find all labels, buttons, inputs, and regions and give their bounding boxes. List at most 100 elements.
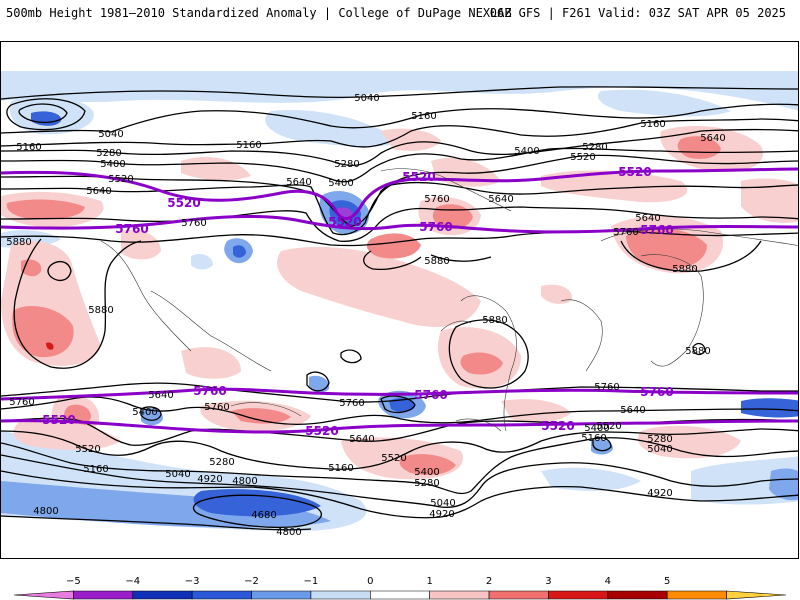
height-contour-label: 5880 [88,305,113,316]
height-contour-label: 5880 [672,264,697,275]
height-contour-label: 5640 [488,194,513,205]
height-contour-label: 5520 [570,152,595,163]
height-contour-label: 5160 [236,140,261,151]
height-contour-label: 5040 [98,129,123,140]
colorbar-tick-label: −1 [304,576,319,587]
colorbar-tick-label: 0 [367,576,373,587]
map-title: 500mb Height 1981–2010 Standardized Anom… [6,6,512,20]
height-contour-label: 5760 [424,194,449,205]
highlighted-contour-label: 5520 [541,419,574,433]
negative-anomaly-fill [1,71,798,531]
height-contour-label: 4920 [429,509,454,520]
anomaly-colorbar: −5 −4 −3 −2 −1 0 1 2 3 4 5 [13,576,787,600]
height-contour-label: 5400 [584,423,609,434]
height-contour-label: 5040 [647,444,672,455]
height-contour-label: 5640 [286,177,311,188]
anomaly-map: 5040 5040 5160 5160 5160 5160 5280 5280 5280 5400… [0,41,799,559]
highlighted-contour-label: 5760 [414,388,447,402]
height-contour-label: 5040 [430,498,455,509]
height-contour-label: 5520 [108,174,133,185]
colorbar-segment [429,590,490,600]
highlighted-contour-label: 5760 [640,223,673,237]
colorbar-segment [488,590,549,600]
height-contour-label: 5880 [6,237,31,248]
highlighted-contour-label: 5520 [42,413,75,427]
height-contour-label: 5160 [581,433,606,444]
height-contour-label: 5880 [482,315,507,326]
colorbar-segment [726,590,787,600]
colorbar-segment [13,590,74,600]
highlighted-contour-label: 5760 [193,384,226,398]
colorbar-tick-label: −2 [244,576,259,587]
colorbar-segment [191,590,252,600]
height-contour-label: 5520 [381,453,406,464]
colorbar-segment [73,590,134,600]
height-contour-label: 4800 [232,476,257,487]
height-contour-label: 4920 [197,474,222,485]
height-contours [1,86,798,531]
height-contour-label: 5160 [16,142,41,153]
height-contour-label: 5520 [75,444,100,455]
height-contour-label: 4800 [33,506,58,517]
colorbar-segment [310,590,371,600]
height-contour-label: 5160 [83,464,108,475]
height-contour-label: 5640 [86,186,111,197]
highlighted-contours [1,167,798,434]
colorbar-tick-label: 4 [605,576,611,587]
colorbar-tick-label: 5 [664,576,670,587]
colorbar-segment [132,590,193,600]
height-contour-label: 5160 [411,111,436,122]
colorbar-tick-label: 1 [427,576,433,587]
highlighted-contour-label: 5760 [640,385,673,399]
height-contour-label: 5760 [204,402,229,413]
height-contour-label: 5040 [165,469,190,480]
colorbar-segment [548,590,609,600]
coastlines [100,168,798,432]
height-contour-label: 5280 [414,478,439,489]
highlighted-contour-label: 5520 [305,424,338,438]
colorbar-tick-label: −4 [125,576,140,587]
height-contour-label: 5280 [209,457,234,468]
height-contour-label: 5520 [596,421,621,432]
colorbar-tick-label: −5 [66,576,81,587]
height-contour-label: 5040 [354,93,379,104]
height-contour-label: 5640 [620,405,645,416]
height-contour-label: 5400 [514,146,539,157]
height-contour-label: 4920 [647,488,672,499]
height-contour-label: 5760 [594,382,619,393]
height-contour-label: 5160 [328,463,353,474]
height-contour-label: 5760 [613,227,638,238]
colorbar-segment [607,590,668,600]
colorbar-tick-label: 2 [486,576,492,587]
height-contour-label: 5760 [9,397,34,408]
highlighted-contour-label: 5760 [419,220,452,234]
highlighted-contour-label: 5760 [115,222,148,236]
colorbar-segment [666,590,727,600]
height-contour-label: 5400 [100,159,125,170]
model-run-info: 06Z GFS | F261 Valid: 03Z SAT APR 05 202… [489,6,786,20]
colorbar-tick-label: 3 [545,576,551,587]
height-contour-label: 5880 [424,256,449,267]
height-contour-label: 5280 [96,148,121,159]
highlighted-contour-label: 5520 [402,170,435,184]
height-contour-label: 5280 [334,159,359,170]
height-contour-label: 5400 [328,178,353,189]
height-contour-label: 5280 [647,434,672,445]
highlighted-contour-label: 5520 [328,215,361,229]
height-contour-label: 5640 [700,133,725,144]
height-contour-label: 5640 [349,434,374,445]
highlighted-contour-label: 5520 [618,165,651,179]
height-contour-label: 5880 [685,346,710,357]
height-contour-label: 5160 [640,119,665,130]
height-contour-label: 5760 [339,398,364,409]
height-contour-label: 5400 [414,467,439,478]
height-contour-label: 5400 [132,407,157,418]
height-contour-label: 4800 [276,527,301,538]
highlighted-contour-label: 5520 [167,196,200,210]
height-contour-label: 5280 [582,142,607,153]
colorbar-segment [370,590,430,600]
height-contour-label: 5640 [148,390,173,401]
